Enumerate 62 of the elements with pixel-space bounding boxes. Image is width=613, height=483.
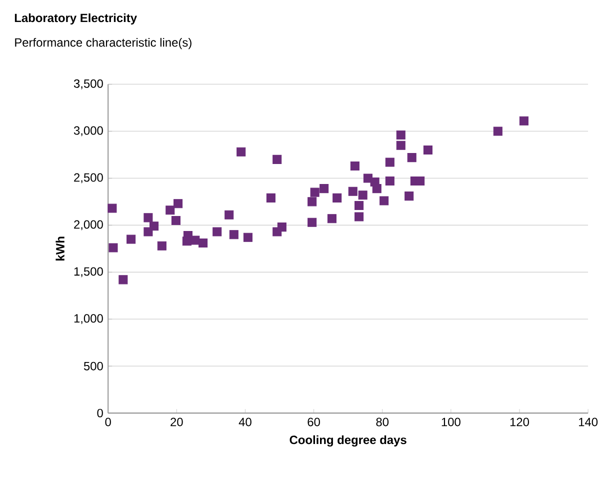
- point: [348, 186, 358, 196]
- point: [350, 161, 360, 171]
- point: [404, 192, 414, 201]
- point: [277, 222, 286, 232]
- x-tick-label: 0: [105, 418, 111, 426]
- point: [108, 204, 117, 213]
- point: [354, 212, 364, 222]
- point: [385, 176, 394, 186]
- point: [310, 188, 320, 197]
- point: [423, 146, 432, 155]
- x-tick-label: 20: [170, 418, 183, 426]
- point: [372, 184, 382, 194]
- chart-subtitle: Performance characteristic line(s): [15, 38, 192, 50]
- point: [212, 227, 222, 236]
- point: [385, 158, 394, 167]
- point: [320, 184, 329, 194]
- point: [396, 130, 406, 140]
- chart-title: Laboratory Electricity: [14, 13, 137, 25]
- y-tick-label: 2,000: [74, 220, 103, 230]
- x-tick-label: 40: [238, 418, 252, 426]
- point: [308, 197, 317, 206]
- point: [166, 206, 175, 215]
- y-axis-title: kWh: [56, 236, 64, 260]
- y-tick-label: 3,500: [74, 79, 103, 90]
- point: [190, 236, 200, 245]
- y-tick-label: 1,500: [74, 267, 103, 278]
- point: [332, 193, 342, 202]
- point: [144, 213, 153, 222]
- y-tick-label: 500: [84, 362, 103, 370]
- point: [493, 126, 502, 136]
- point: [174, 199, 183, 208]
- point: [396, 140, 406, 150]
- point: [150, 222, 159, 231]
- point: [157, 241, 166, 250]
- point: [126, 234, 136, 244]
- point: [266, 193, 276, 202]
- point: [236, 147, 246, 156]
- point: [171, 216, 180, 226]
- x-tick-label: 140: [579, 418, 598, 426]
- point: [198, 238, 208, 248]
- point: [272, 154, 282, 164]
- point: [519, 116, 528, 126]
- y-tick-label: 0: [97, 408, 103, 418]
- point: [108, 243, 118, 252]
- point: [407, 153, 416, 162]
- point: [229, 230, 238, 240]
- x-tick-label: 60: [308, 418, 320, 426]
- point: [380, 196, 389, 206]
- x-tick-label: 80: [376, 418, 389, 426]
- y-tick-label: 3,000: [74, 126, 103, 136]
- x-tick-label: 120: [510, 418, 529, 426]
- y-tick-label: 1,000: [74, 314, 103, 324]
- point: [358, 190, 368, 200]
- point: [118, 275, 128, 284]
- point: [308, 218, 317, 227]
- y-tick-label: 2,500: [74, 173, 103, 184]
- point: [224, 210, 234, 220]
- point: [354, 200, 364, 210]
- x-tick-label: 100: [442, 418, 460, 426]
- x-axis-title: Cooling degree days: [290, 435, 406, 447]
- point: [327, 214, 336, 224]
- point: [243, 232, 252, 242]
